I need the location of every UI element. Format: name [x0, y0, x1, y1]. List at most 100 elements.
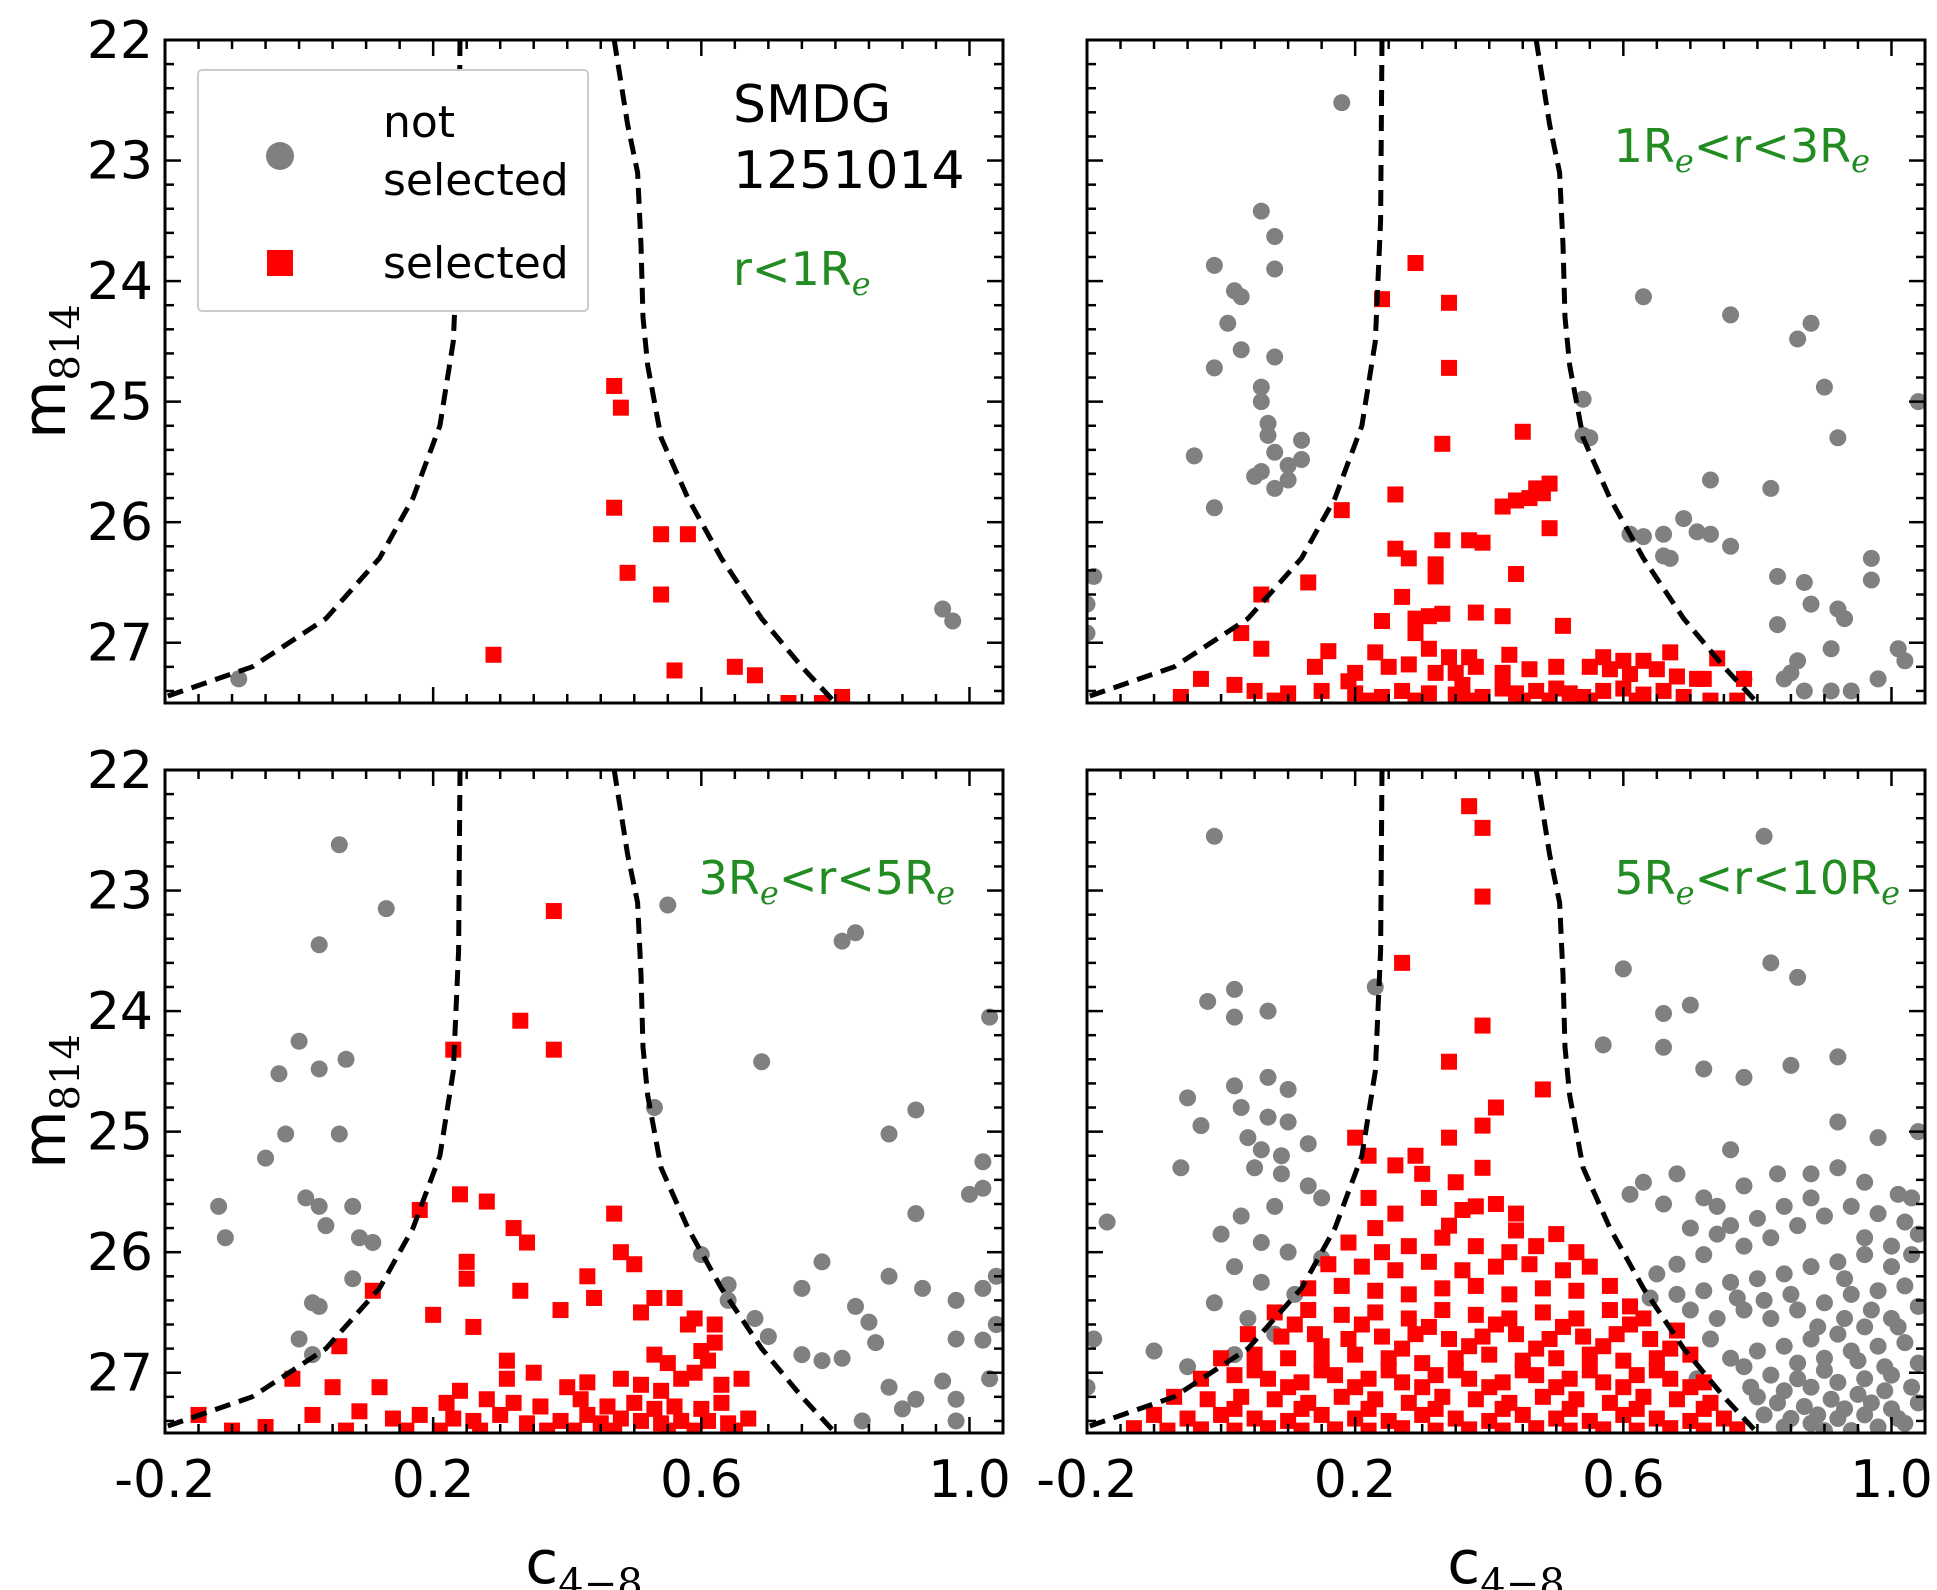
- ticks: [1085, 38, 1927, 703]
- not-selected-point: [1836, 1270, 1854, 1288]
- selected-point: [1434, 1302, 1451, 1319]
- selected-point: [1628, 1422, 1645, 1433]
- not-selected-point: [1708, 1309, 1726, 1327]
- selected-point: [1373, 1244, 1390, 1261]
- not-selected-point: [1802, 1165, 1820, 1183]
- selected-point: [1420, 685, 1437, 702]
- boundary-right-curve: [611, 40, 838, 703]
- y-axis-label: m814: [10, 304, 89, 439]
- not-selected-point: [1232, 288, 1250, 306]
- selected-point: [700, 1352, 717, 1369]
- selected-point: [1729, 692, 1746, 703]
- selected-point: [525, 1364, 542, 1381]
- selected-point: [606, 1205, 623, 1222]
- not-selected-point: [1279, 471, 1297, 489]
- selected-point: [1601, 1277, 1618, 1294]
- selected-point: [1414, 1165, 1431, 1182]
- selected-point: [606, 499, 623, 516]
- selected-point: [1387, 540, 1404, 557]
- x-axis-label: c4−8: [1447, 1528, 1564, 1590]
- not-selected-point: [1829, 1253, 1847, 1271]
- selected-point: [579, 1268, 596, 1285]
- selected-point: [492, 1406, 509, 1423]
- not-selected-point: [1815, 1349, 1833, 1367]
- selected-point: [1635, 652, 1652, 669]
- selected-point: [1628, 692, 1645, 703]
- not-selected-point: [1722, 537, 1740, 555]
- not-selected-point: [1815, 1361, 1833, 1379]
- selected-point: [612, 399, 629, 416]
- not-selected-point: [1205, 499, 1223, 517]
- selected-point: [1394, 1340, 1411, 1357]
- selected-point: [1441, 359, 1458, 376]
- selected-point: [559, 1379, 576, 1396]
- selected-point: [653, 1382, 670, 1399]
- not-selected-point: [1266, 1197, 1284, 1215]
- selected-point: [1554, 617, 1571, 634]
- y-tick-label: 22: [87, 741, 153, 801]
- selected-point: [1595, 1338, 1612, 1355]
- not-selected-point: [1252, 1273, 1270, 1291]
- selected-point: [1615, 652, 1632, 669]
- selected-point: [1387, 1205, 1404, 1222]
- selected-point: [1394, 1420, 1411, 1433]
- selected-point: [1548, 1379, 1565, 1396]
- selected-point: [1474, 1159, 1491, 1176]
- selected-point: [1427, 664, 1444, 681]
- selected-point: [1528, 1367, 1545, 1384]
- selected-point: [599, 1398, 616, 1415]
- not-selected-point: [1842, 1285, 1860, 1303]
- selected-point: [1548, 1226, 1565, 1243]
- y-tick-label: 26: [87, 1223, 153, 1283]
- not-selected-point: [1634, 288, 1652, 306]
- not-selected-point: [1259, 1108, 1277, 1126]
- not-selected-point: [1172, 1159, 1190, 1177]
- selected-point: [552, 1412, 569, 1429]
- selected-point: [1199, 1391, 1216, 1408]
- not-selected-point: [1748, 1270, 1766, 1288]
- selected-point: [1454, 1201, 1471, 1218]
- not-selected-point: [813, 1253, 831, 1271]
- not-selected-point: [1655, 1195, 1673, 1213]
- not-selected-point: [1087, 567, 1103, 585]
- selected-point: [1494, 664, 1511, 681]
- selected-point: [351, 1403, 368, 1420]
- region-label: 5Re<r<10Re: [1614, 851, 1900, 912]
- not-selected-point: [1896, 1213, 1914, 1231]
- selected-point: [1427, 556, 1444, 573]
- y-tick-label: 27: [87, 1344, 153, 1404]
- selected-point: [1622, 666, 1639, 683]
- selected-point: [445, 1410, 462, 1427]
- selected-point: [1420, 1318, 1437, 1335]
- selected-point: [612, 1370, 629, 1387]
- selected-point: [653, 526, 670, 543]
- selected-point: [1508, 492, 1525, 509]
- selected-point: [626, 1256, 643, 1273]
- not-selected-point: [960, 1185, 978, 1203]
- not-selected-point: [1782, 1285, 1800, 1303]
- selected-point: [1675, 688, 1692, 703]
- not-selected-point: [1822, 1390, 1840, 1408]
- selected-point: [1561, 1422, 1578, 1433]
- selected-point: [1608, 1326, 1625, 1343]
- not-selected-point: [1869, 670, 1887, 688]
- selected-point: [1534, 485, 1551, 502]
- selected-point: [1226, 676, 1243, 693]
- not-selected-point: [944, 612, 962, 630]
- not-selected-point: [1856, 1229, 1874, 1247]
- selected-point: [1400, 1286, 1417, 1303]
- not-selected-point: [1795, 573, 1813, 591]
- selected-point: [1548, 680, 1565, 697]
- not-selected-point: [1293, 450, 1311, 468]
- selected-point: [592, 1415, 609, 1432]
- selected-point: [1380, 658, 1397, 675]
- selected-point: [1233, 1388, 1250, 1405]
- not-selected-point: [880, 1125, 898, 1143]
- selected-point: [1313, 1338, 1330, 1355]
- selected-point: [1628, 1367, 1645, 1384]
- not-selected-point: [1225, 1258, 1243, 1276]
- not-selected-point: [1842, 1197, 1860, 1215]
- selected-point: [1461, 1370, 1478, 1387]
- selected-point: [1595, 1374, 1612, 1391]
- selected-point: [1595, 682, 1612, 699]
